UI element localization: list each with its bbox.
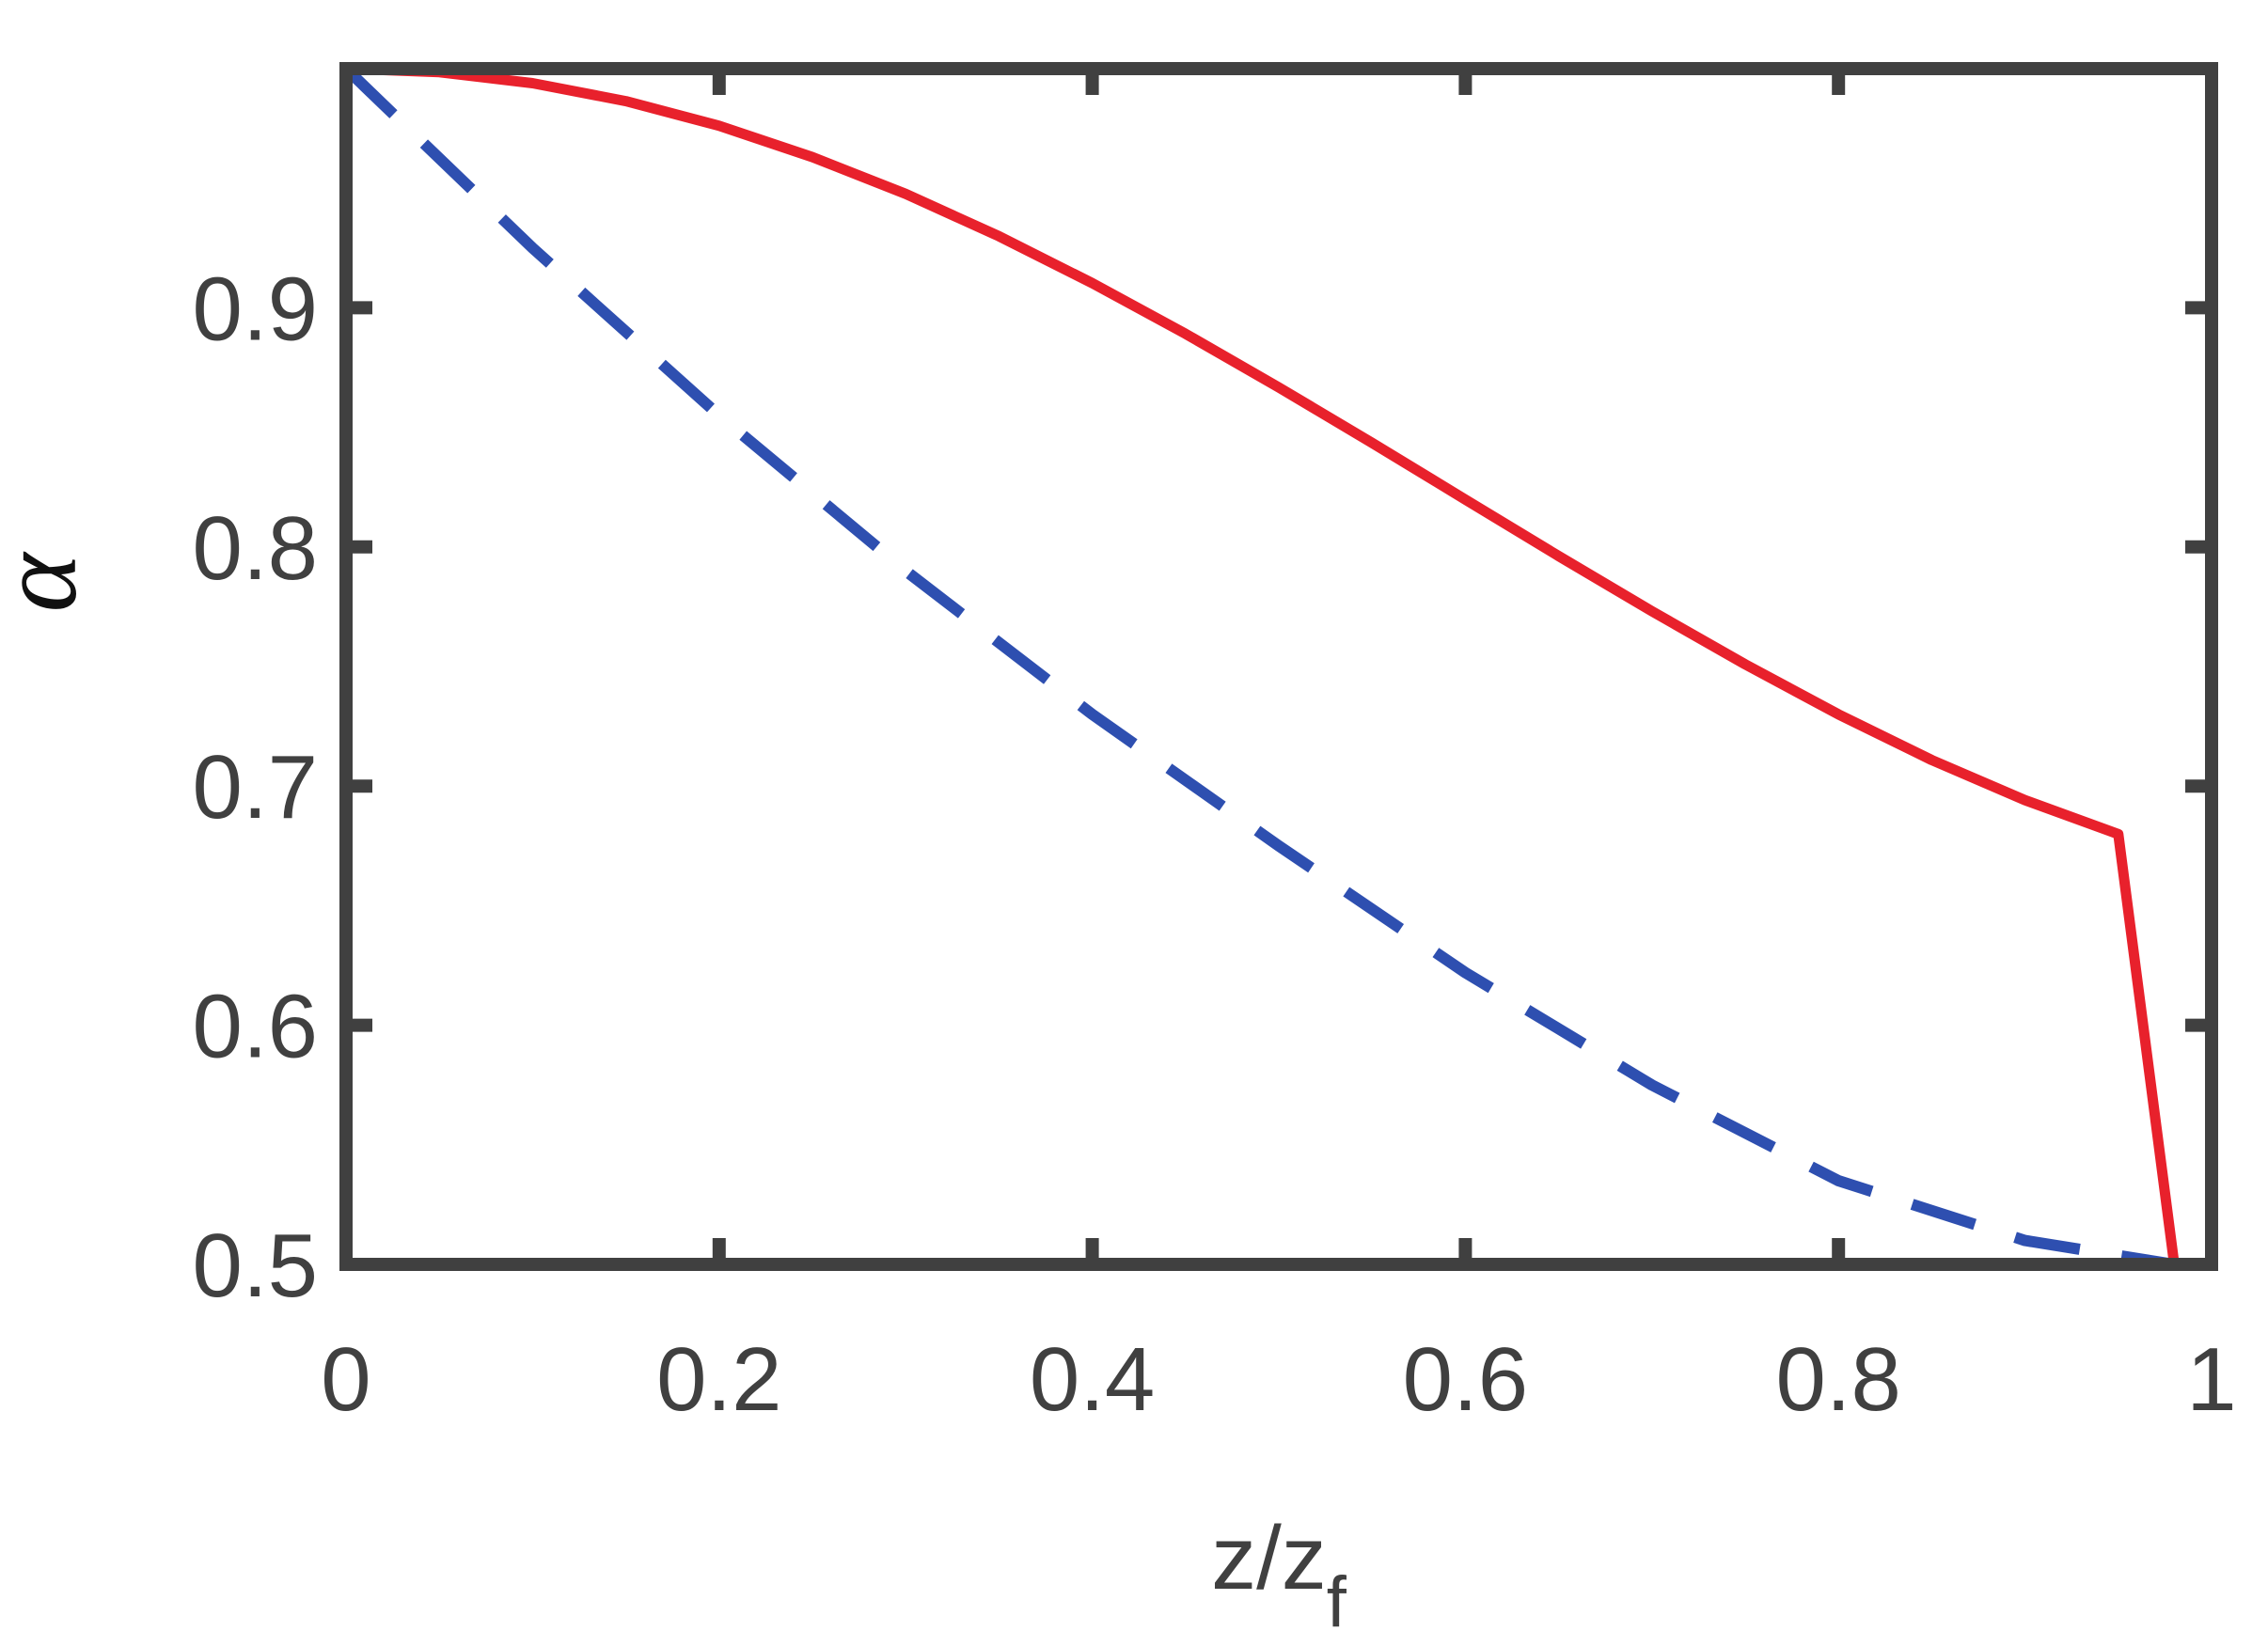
y-tick-label-3: 0.8 — [193, 498, 318, 599]
x-tick-label-0: 0 — [321, 1329, 370, 1430]
y-tick-label-0: 0.5 — [193, 1216, 318, 1316]
y-tick-label-2: 0.7 — [193, 737, 318, 838]
x-axis-label-subscript: f — [1327, 1562, 1347, 1642]
y-tick-label-4: 0.9 — [193, 259, 318, 359]
x-tick-label-4: 0.8 — [1775, 1329, 1900, 1430]
y-tick-labels: 0.5 0.6 0.7 0.8 0.9 — [193, 259, 318, 1316]
x-tick-label-1: 0.2 — [656, 1329, 781, 1430]
y-tick-label-1: 0.6 — [193, 977, 318, 1077]
x-axis-label-main: z/z — [1211, 1508, 1327, 1608]
plot-lines — [341, 63, 2180, 1270]
y-axis-label: α — [0, 552, 100, 613]
dashed-series-line-1 — [341, 64, 2176, 1270]
x-axis-label: z/zf — [1211, 1508, 1347, 1642]
x-tick-label-5: 1 — [2186, 1329, 2236, 1430]
x-tick-label-3: 0.6 — [1403, 1329, 1528, 1430]
x-tick-labels: 0 0.2 0.4 0.6 0.8 1 — [321, 1329, 2236, 1430]
solid-series-line-0 — [345, 63, 2180, 1265]
plot-frame — [339, 62, 2218, 1271]
x-tick-label-2: 0.4 — [1030, 1329, 1155, 1430]
ticks — [339, 69, 2218, 1271]
